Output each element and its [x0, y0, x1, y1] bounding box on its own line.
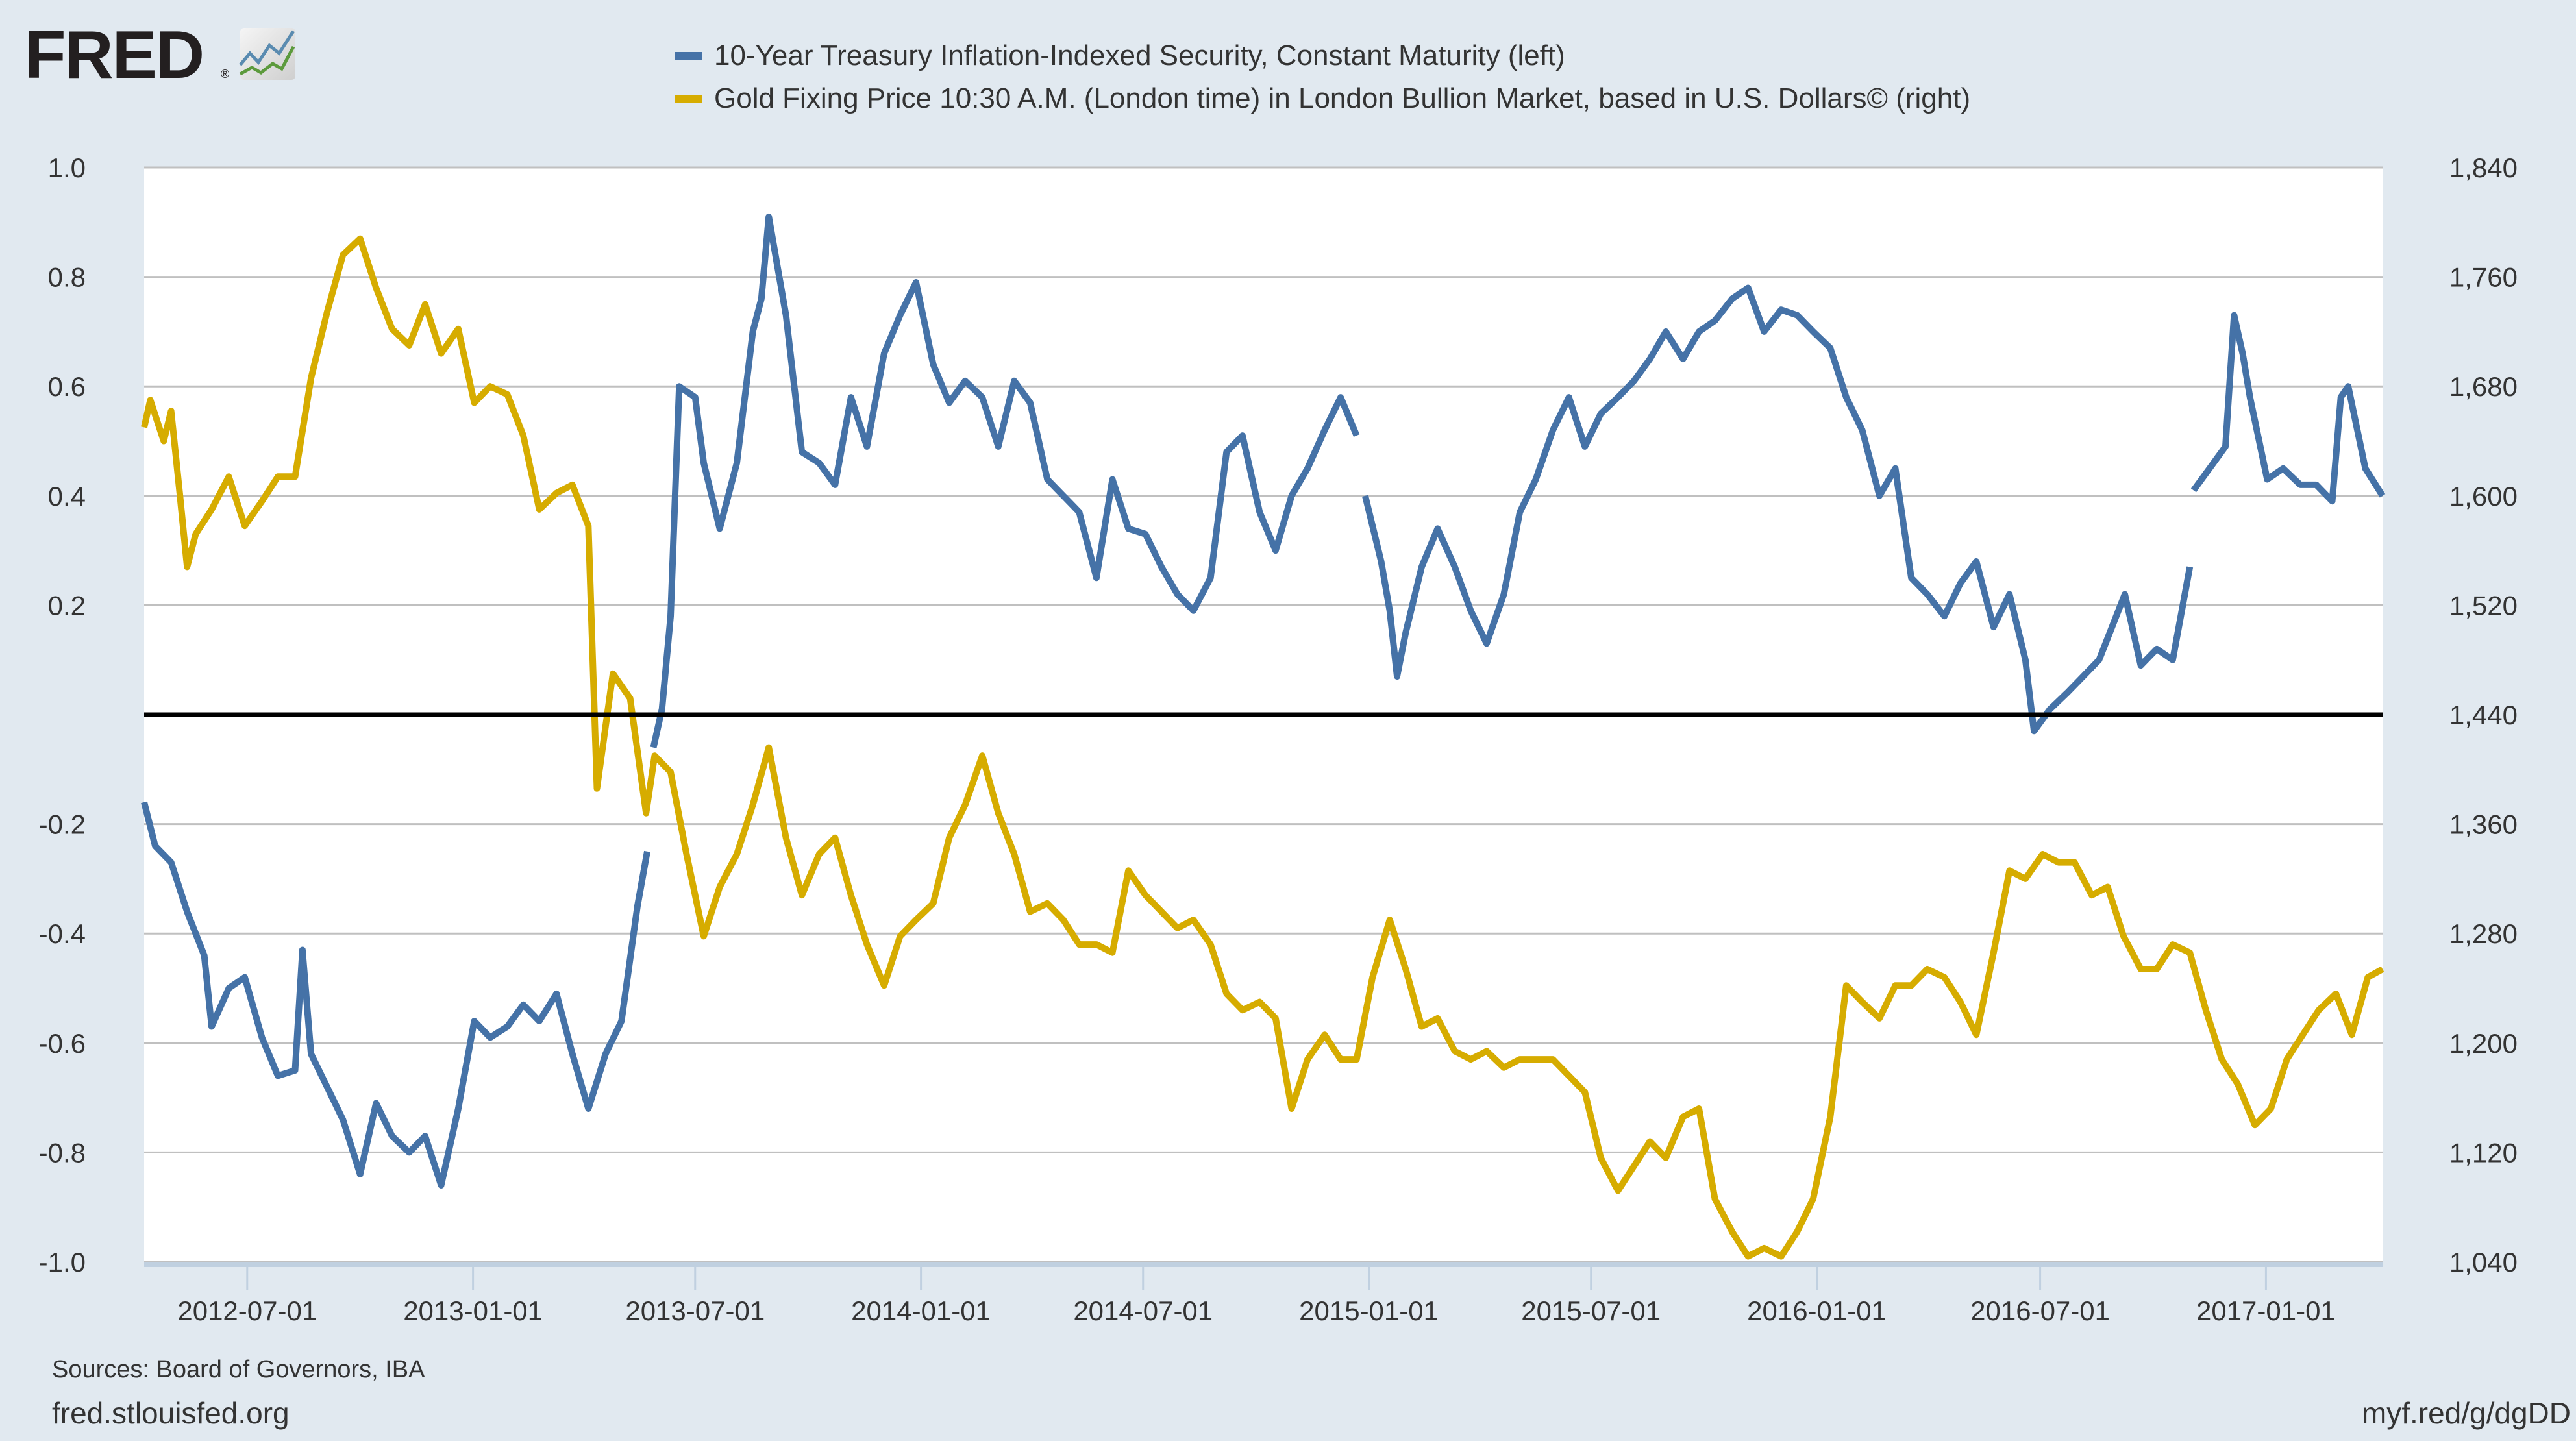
x-tick-label: 2016-07-01: [1970, 1296, 2110, 1326]
x-tick-label: 2013-01-01: [403, 1296, 543, 1326]
x-tick-label: 2016-01-01: [1747, 1296, 1887, 1326]
left-tick-label: -0.4: [39, 918, 86, 949]
series-line-segment: [141, 235, 2384, 1260]
left-tick-label: 1.0: [48, 153, 86, 183]
right-tick-label: 1,280: [2449, 918, 2518, 949]
sources-text: Sources: Board of Governors, IBA: [52, 1356, 425, 1383]
x-tick-label: 2015-07-01: [1521, 1296, 1661, 1326]
legend-label-tips: 10-Year Treasury Inflation-Indexed Secur…: [714, 40, 1565, 71]
left-tick-label: 0.4: [48, 481, 86, 511]
legend: 10-Year Treasury Inflation-Indexed Secur…: [675, 40, 1970, 114]
legend-item-gold[interactable]: Gold Fixing Price 10:30 A.M. (London tim…: [675, 82, 1970, 114]
series-gold: [141, 235, 2384, 1260]
series-tips: [141, 213, 2386, 1189]
right-tick-label: 1,440: [2449, 700, 2518, 730]
x-tick-label: 2017-01-01: [2196, 1296, 2336, 1326]
site-link[interactable]: fred.stlouisfed.org: [52, 1396, 290, 1430]
x-axis: 2012-07-01 2013-01-01 2013-07-01 2014-01-01…: [144, 1262, 2383, 1326]
legend-item-tips[interactable]: 10-Year Treasury Inflation-Indexed Secur…: [675, 40, 1565, 71]
right-tick-label: 1,840: [2449, 153, 2518, 183]
left-tick-label: 0.6: [48, 371, 86, 402]
series-line-segment: [1362, 284, 2194, 735]
legend-swatch-tips: [675, 52, 702, 60]
series-line-segment: [141, 801, 650, 1189]
legend-swatch-gold: [675, 95, 702, 103]
right-y-axis: 1,840 1,760 1,680 1,600 1,520 1,440 1,360 1,280…: [2449, 153, 2518, 1277]
right-tick-label: 1,200: [2449, 1028, 2518, 1059]
x-tick-label: 2015-01-01: [1299, 1296, 1439, 1326]
left-tick-label: -0.6: [39, 1028, 86, 1059]
x-tick-label: 2013-07-01: [625, 1296, 765, 1326]
right-tick-label: 1,120: [2449, 1137, 2518, 1168]
left-tick-label: 0.8: [48, 262, 86, 293]
left-tick-label: 0.2: [48, 590, 86, 621]
right-tick-label: 1,760: [2449, 262, 2518, 293]
short-link[interactable]: myf.red/g/dgDD: [2362, 1396, 2571, 1430]
right-tick-label: 1,040: [2449, 1247, 2518, 1277]
right-tick-label: 1,600: [2449, 481, 2518, 511]
left-tick-label: -0.8: [39, 1137, 86, 1168]
registered-mark: ®: [221, 68, 229, 80]
series-layer: [141, 213, 2386, 1260]
left-tick-label: -1.0: [39, 1247, 86, 1277]
x-tick-label: 2014-07-01: [1073, 1296, 1213, 1326]
left-y-axis: 1.0 0.8 0.6 0.4 0.2 -0.2 -0.4 -0.6 -0.8 -1.0: [39, 153, 86, 1277]
right-tick-label: 1,680: [2449, 371, 2518, 402]
line-chart-icon: [239, 28, 295, 80]
x-tick-label: 2012-07-01: [177, 1296, 317, 1326]
right-tick-label: 1,360: [2449, 809, 2518, 840]
legend-label-gold: Gold Fixing Price 10:30 A.M. (London tim…: [714, 82, 1970, 114]
fred-logo[interactable]: FRED ®: [25, 18, 295, 93]
left-tick-label: -0.2: [39, 809, 86, 840]
series-line-segment: [650, 213, 1360, 748]
right-tick-label: 1,520: [2449, 590, 2518, 621]
x-tick-label: 2014-01-01: [851, 1296, 991, 1326]
logo-text: FRED: [25, 18, 203, 93]
